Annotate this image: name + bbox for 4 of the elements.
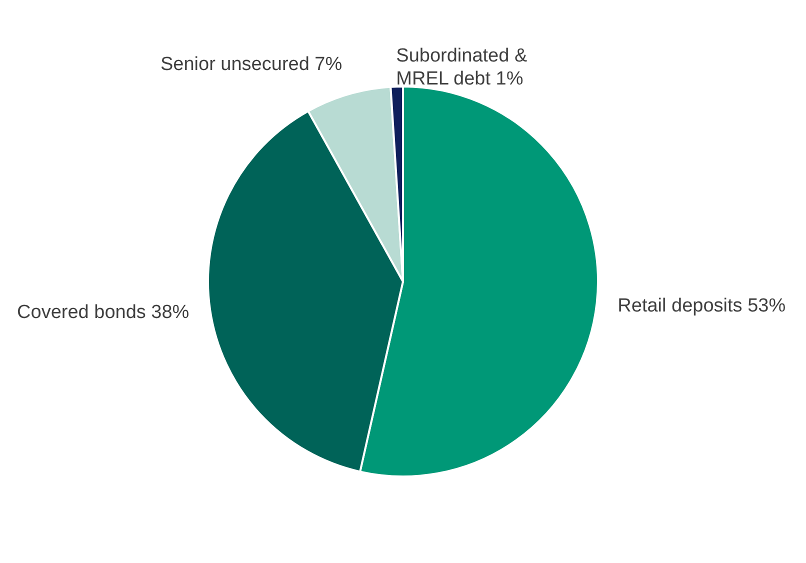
slice-label: Covered bonds 38% <box>17 302 190 324</box>
slice-label: Senior unsecured 7% <box>160 54 342 76</box>
slice-label: Subordinated & MREL debt 1% <box>396 46 528 90</box>
slice-label: Retail deposits 53% <box>618 295 786 316</box>
